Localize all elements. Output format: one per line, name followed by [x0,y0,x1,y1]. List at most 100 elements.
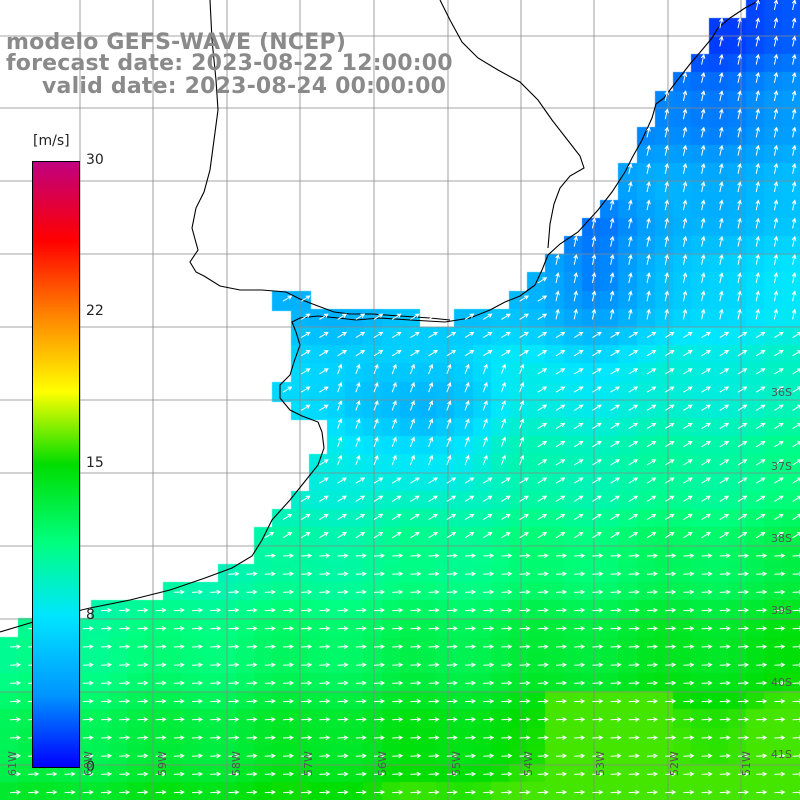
wind-arrow [501,698,513,704]
wind-arrow [300,495,311,502]
wind-arrow [792,717,800,722]
wind-arrow [410,680,422,686]
wind-arrow [392,626,404,631]
wind-arrow [573,235,578,247]
wind-arrow [391,532,402,539]
wind-arrow [574,753,586,759]
wind-arrow [791,144,797,156]
wind-arrow [537,717,549,722]
wind-arrow [410,331,420,339]
wind-arrow [756,680,768,686]
wind-arrow [300,368,311,375]
wind-arrow [483,626,495,631]
wind-arrow [646,290,651,302]
wind-arrow [592,698,604,704]
wind-arrow [792,477,800,484]
wind-arrow [373,644,386,650]
wind-arrow [610,368,621,375]
wind-arrow [774,404,784,411]
wind-arrow [719,404,730,411]
wind-arrow [428,436,434,447]
wind-arrow [792,441,800,448]
wind-arrow [555,368,566,375]
wind-arrow [446,495,457,502]
wind-arrow [428,789,440,795]
wind-arrow [628,789,640,795]
wind-arrow [610,589,622,595]
wind-arrow [173,607,185,613]
wind-arrow [701,662,713,668]
wind-arrow [737,308,742,320]
wind-arrow [355,789,367,795]
wind-arrow [228,662,240,668]
wind-arrow [355,607,367,613]
wind-arrow [100,753,113,759]
wind-arrow [737,272,742,284]
wind-arrow [337,771,349,777]
wind-arrow [774,495,784,502]
wind-arrow [228,571,240,577]
wind-arrow [555,308,560,320]
wind-arrow [756,626,768,631]
wind-arrow [319,753,331,759]
wind-arrow [646,553,659,559]
wind-arrow [701,532,712,539]
wind-arrow [100,771,113,777]
interior-border [439,0,585,249]
wind-arrow [519,495,530,502]
wind-arrow [391,436,397,447]
wind-arrow [719,290,724,302]
wind-arrow [519,771,531,777]
wind-arrow [664,532,675,539]
wind-arrow [191,771,204,777]
wind-arrow [173,680,185,686]
wind-arrow [646,253,651,265]
wind-arrow [191,626,204,631]
wind-arrow [373,418,379,429]
wind-arrow [409,381,415,393]
wind-arrow [301,789,313,795]
wind-arrow [628,253,633,265]
wind-arrow [373,789,386,795]
wind-arrow [355,644,367,650]
wind-arrow [282,607,295,613]
lat-label: 37S [771,460,792,473]
wind-arrow [82,644,94,650]
wind-arrow [792,607,800,613]
lon-label: 51W [740,751,753,776]
wind-arrow [628,422,639,430]
wind-arrow [537,331,548,339]
wind-arrow [665,789,677,795]
wind-arrow [537,404,548,411]
wind-arrow [210,589,222,595]
wind-arrow [301,589,313,595]
wind-arrow [173,753,185,759]
wind-arrow [737,217,742,229]
wind-arrow [792,331,800,339]
wind-arrow [319,589,331,595]
wind-arrow [792,459,800,466]
wind-arrow [373,532,384,539]
wind-arrow [428,454,434,466]
wind-arrow [774,331,784,339]
wind-arrow [683,350,693,357]
wind-arrow [682,235,688,247]
wind-arrow [646,459,657,466]
wind-arrow [555,553,568,559]
wind-arrow [519,589,531,595]
wind-arrow [737,350,748,357]
wind-arrow [392,753,404,759]
wind-arrow [791,71,797,83]
wind-arrow [282,735,295,741]
wind-arrow [573,495,584,502]
wind-arrow [755,513,766,521]
wind-arrow [282,789,295,795]
wind-arrow [719,181,724,193]
lon-label: 53W [594,751,607,776]
wind-arrow [646,717,659,722]
wind-arrow [228,753,240,759]
wind-arrow [428,644,440,650]
wind-arrow [210,680,222,686]
wind-arrow [628,495,639,502]
wind-arrow [665,717,677,722]
